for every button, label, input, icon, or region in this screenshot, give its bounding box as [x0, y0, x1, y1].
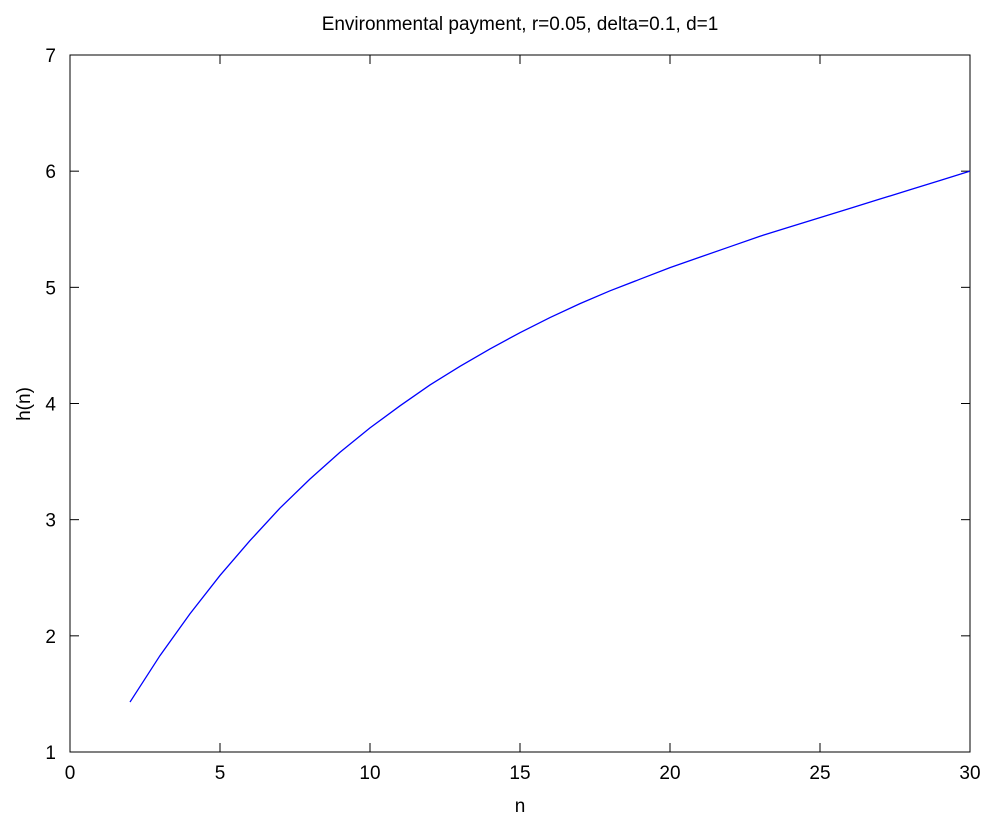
y-tick-label: 4 — [45, 395, 56, 416]
x-tick-label: 15 — [509, 763, 530, 784]
x-tick-label: 30 — [959, 763, 980, 784]
y-tick-label: 2 — [45, 627, 56, 648]
x-tick-label: 0 — [65, 763, 76, 784]
x-tick-label: 20 — [659, 763, 680, 784]
y-tick-label: 3 — [45, 511, 56, 532]
y-axis-label: h(n) — [14, 387, 35, 421]
chart-title: Environmental payment, r=0.05, delta=0.1… — [322, 14, 719, 35]
x-tick-label: 10 — [359, 763, 380, 784]
y-tick-label: 1 — [45, 743, 56, 764]
y-tick-label: 6 — [45, 162, 56, 183]
x-axis-label: n — [515, 796, 526, 817]
axis-ticks: 0 5 10 15 20 25 30 1 2 3 4 5 6 7 — [45, 46, 980, 784]
y-tick-label: 5 — [45, 278, 56, 299]
x-tick-label: 25 — [809, 763, 830, 784]
x-tick-label: 5 — [215, 763, 226, 784]
plot-area — [69, 54, 971, 753]
y-tick-label: 7 — [45, 46, 56, 67]
data-series-line — [129, 170, 971, 703]
